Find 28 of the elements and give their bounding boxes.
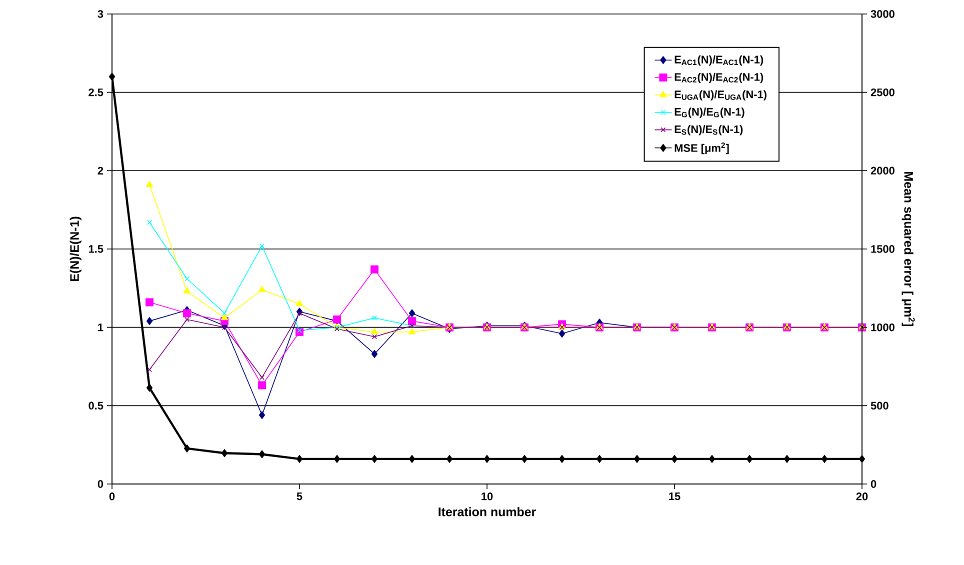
legend-label: MSE [μm$^{2}$] [674, 142, 729, 154]
y-axis-title: E(N)/E(N-1) [70, 216, 82, 282]
y-tick-label: 0.5 [88, 402, 104, 410]
x-axis-title: Iteration number [438, 507, 536, 516]
y2-tick-label: 3000 [870, 10, 894, 18]
y2-tick-label: 2500 [870, 88, 894, 96]
legend-label: E$_{UGA}$(N)/E$_{UGA}$(N-1) [674, 90, 766, 100]
y2-tick-label: 500 [870, 402, 888, 410]
x-tick-label: 5 [296, 492, 302, 500]
y2-tick-label: 0 [870, 480, 876, 488]
legend-label: E$_{S}$(N)/E$_{S}$(N-1) [674, 125, 743, 136]
y-tick-label: 1.5 [88, 245, 104, 253]
y2-axis-title: Mean squared error [ μm$^{2}$] [902, 172, 915, 326]
x-tick-label: 0 [109, 492, 115, 500]
y2-tick-label: 2000 [870, 166, 894, 175]
x-tick-label: 10 [482, 492, 493, 500]
legend-label: E$_{AC2}$(N)/E$_{AC2}$(N-1) [674, 72, 764, 84]
y-tick-label: 0 [98, 480, 104, 488]
y-tick-label: 1 [98, 324, 104, 332]
y-tick-label: 3 [98, 10, 104, 18]
legend-label: E$_{G}$(N)/E$_{G}$(N-1) [674, 108, 744, 118]
y2-tick-label: 1500 [871, 245, 894, 253]
x-tick-label: 15 [669, 492, 680, 500]
y2-tick-label: 1000 [871, 323, 894, 332]
legend-label: E$_{AC1}$(N)/E$_{AC1}$(N-1) [674, 55, 764, 66]
y-tick-label: 2 [98, 166, 104, 174]
y-tick-label: 2.5 [88, 88, 104, 96]
x-tick-label: 20 [856, 492, 868, 500]
